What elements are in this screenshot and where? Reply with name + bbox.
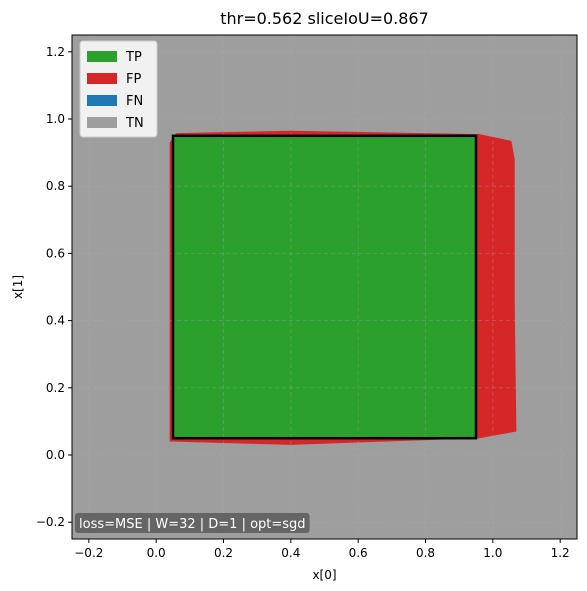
- x-tick-label: 0.8: [416, 546, 435, 560]
- y-tick-label: 1.2: [46, 45, 65, 59]
- legend-frame: [79, 40, 158, 138]
- y-tick-label: 0.4: [46, 314, 65, 328]
- annotation-text: loss=MSE | W=32 | D=1 | opt=sgd: [79, 517, 306, 532]
- y-tick-label: 0.8: [46, 179, 65, 193]
- x-tick-label: 0.0: [147, 546, 166, 560]
- y-axis-label: x[1]: [11, 275, 25, 299]
- legend-swatch-fn: [87, 95, 117, 106]
- legend-label-tp: TP: [125, 50, 142, 65]
- annotation-box: loss=MSE | W=32 | D=1 | opt=sgd: [75, 513, 310, 533]
- true-region-outline: [171, 134, 478, 440]
- legend-swatch-fp: [87, 73, 117, 84]
- legend-label-fp: FP: [126, 72, 141, 87]
- chart-title: thr=0.562 sliceIoU=0.867: [220, 9, 429, 28]
- y-tick-label: 0.6: [46, 246, 65, 260]
- x-tick-label: 0.4: [281, 546, 300, 560]
- plot-frame: [71, 34, 578, 540]
- annotation-background: [75, 513, 310, 533]
- y-tick-label: −0.2: [36, 515, 65, 529]
- y-tick-label: 0.0: [46, 448, 65, 462]
- legend-label-fn: FN: [126, 94, 143, 109]
- x-tick-label: 0.2: [214, 546, 233, 560]
- x-tick-label: −0.2: [74, 546, 103, 560]
- x-tick-label: 1.2: [551, 546, 570, 560]
- legend-swatch-tp: [87, 51, 117, 62]
- legend-label-tn: TN: [125, 116, 144, 131]
- x-axis-label: x[0]: [312, 568, 336, 582]
- axes: −0.2 0.0 0.2 0.4 0.6 0.8 1.0 1.2 −0.2 0.0 0.2 0.4 0.…: [36, 34, 578, 560]
- y-tick-label: 1.0: [46, 112, 65, 126]
- legend: TP FP FN TN: [79, 40, 158, 138]
- legend-swatch-tn: [87, 117, 117, 128]
- x-tick-label: 1.0: [483, 546, 502, 560]
- tp-region: [173, 135, 476, 439]
- y-tick-label: 0.2: [46, 381, 65, 395]
- x-tick-label: 0.6: [349, 546, 368, 560]
